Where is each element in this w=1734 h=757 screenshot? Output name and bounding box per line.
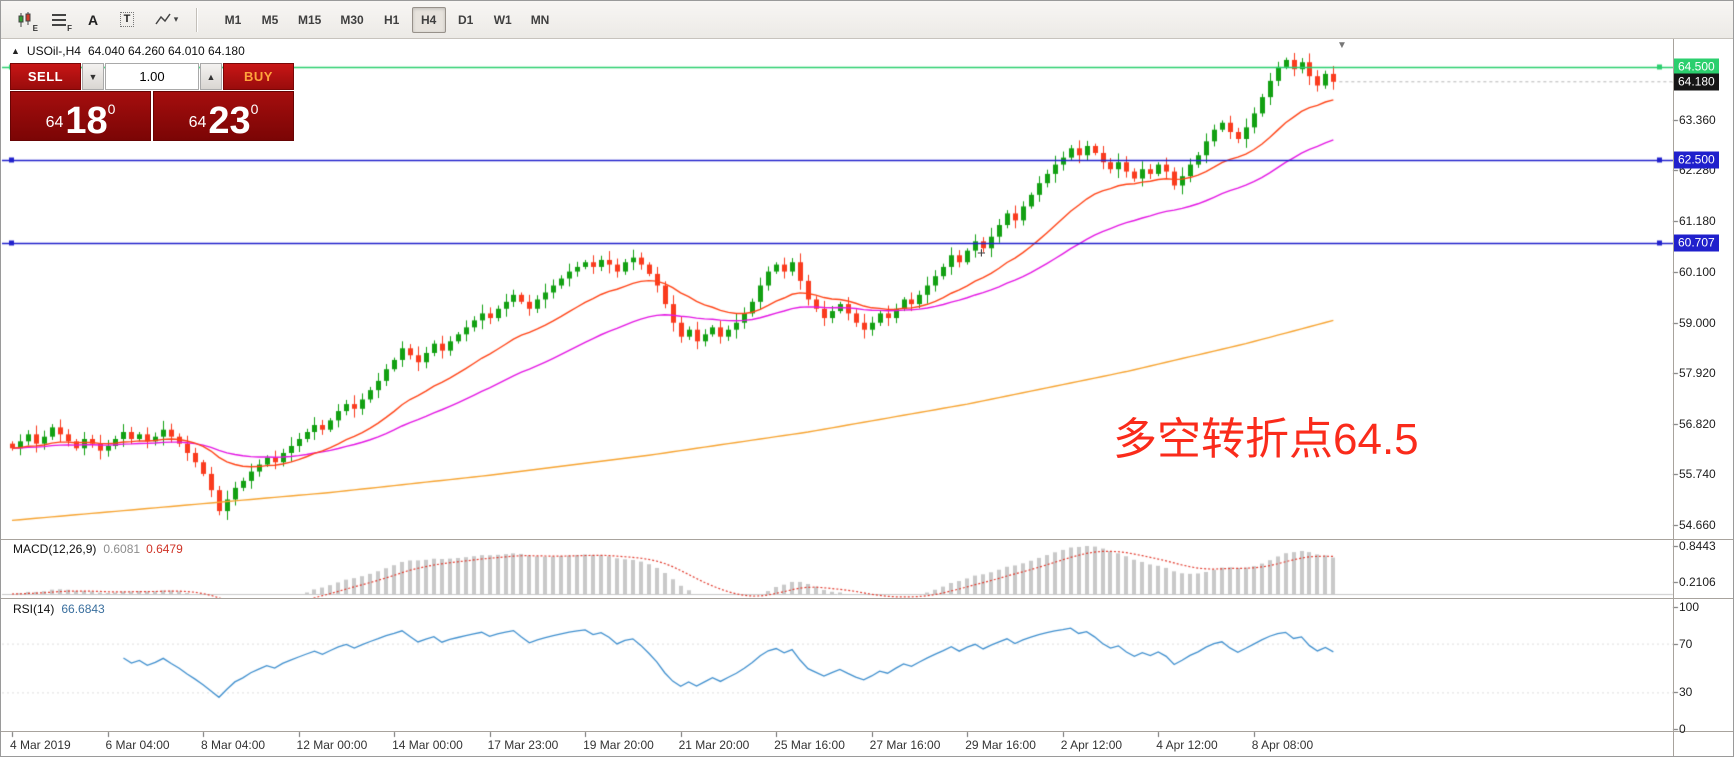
time-tick-label: 2 Apr 12:00 [1060, 738, 1123, 752]
time-tick-label: 25 Mar 16:00 [774, 738, 845, 752]
candlestick-chart-button[interactable]: E [9, 5, 41, 35]
text-tool-icon: A [87, 11, 99, 28]
line-studies-button[interactable]: ▾ [145, 5, 187, 35]
price-line-tag: 64.500 [1674, 58, 1719, 76]
macd-panel[interactable] [1, 540, 1673, 598]
candlestick-chart-icon [18, 11, 31, 27]
timeframe-button-d1[interactable]: D1 [458, 12, 474, 27]
rsi-name: RSI(14) [13, 602, 55, 616]
ohlc-values: 64.040 64.260 64.010 64.180 [87, 44, 245, 58]
tool-sub-label: E [32, 23, 38, 33]
panel-splitter-macd[interactable] [1, 539, 1733, 540]
volume-input[interactable] [105, 63, 199, 90]
buy-button[interactable]: BUY [223, 63, 294, 90]
text-tool-button[interactable]: A [77, 5, 109, 35]
price-line-tag: 64.180 [1674, 73, 1719, 91]
timeframe-button-m1[interactable]: M1 [224, 12, 242, 27]
price-tick-label: 61.180 [1679, 214, 1716, 229]
timeframe-button-group: M1 M5 M15 M30 H1 H4 D1 W1 MN [216, 6, 557, 33]
price-tick-label: 60.100 [1679, 264, 1716, 279]
price-tick-label: 59.000 [1679, 315, 1716, 330]
price-tick-label: 63.360 [1679, 112, 1716, 127]
macd-axis-label: 0.2106 [1679, 575, 1716, 590]
sell-price-sup: 0 [107, 101, 116, 117]
toolbar: E F A T ▾ M1 M5 M15 M30 H1 H4 D1 W1 MN [1, 1, 1733, 39]
price-axis[interactable]: 63.360 62.280 61.180 60.100 59.000 57.920 56.8… [1673, 39, 1733, 756]
text-label-tool-button[interactable]: T [111, 5, 143, 35]
buy-price-display[interactable]: 64 23 0 [153, 91, 294, 141]
symbol-info-line: ▲ USOil-,H4 64.040 64.260 64.010 64.180 [11, 44, 245, 58]
price-tick-label: 55.740 [1679, 467, 1716, 482]
macd-name: MACD(12,26,9) [13, 542, 97, 556]
timeframe-button-m5[interactable]: M5 [261, 12, 279, 27]
one-click-panel-toggle[interactable]: ▲ [11, 46, 20, 56]
time-tick-label: 4 Apr 12:00 [1156, 738, 1218, 752]
rsi-axis-label: 0 [1679, 722, 1686, 736]
rsi-axis-label: 100 [1679, 600, 1700, 614]
time-axis-border [1, 731, 1733, 732]
rsi-axis-label: 30 [1679, 685, 1693, 700]
rsi-panel[interactable] [1, 599, 1673, 731]
tool-sub-label: F [67, 23, 72, 33]
macd-value-main: 0.6081 [103, 542, 141, 556]
time-tick-label: 8 Apr 08:00 [1251, 738, 1314, 752]
timeframe-button-m15[interactable]: M15 [298, 12, 322, 27]
timeframe-button-m30[interactable]: M30 [340, 12, 364, 27]
rsi-value: 66.6843 [61, 602, 105, 616]
timeframe-button-h1[interactable]: H1 [384, 12, 400, 27]
symbol-period-label: USOil-,H4 [26, 44, 81, 58]
time-tick-label: 29 Mar 16:00 [965, 738, 1036, 752]
time-tick-label: 4 Mar 2019 [10, 738, 71, 752]
time-tick-label: 12 Mar 00:00 [296, 738, 368, 752]
price-line-tag: 62.500 [1674, 151, 1719, 169]
chart-text-annotation[interactable]: 多空转折点64.5 [1113, 415, 1419, 464]
trade-controls-row: SELL ▼ ▲ BUY [10, 63, 294, 90]
panel-splitter-rsi[interactable] [1, 598, 1733, 599]
time-tick-label: 27 Mar 16:00 [869, 738, 941, 752]
list-icon [52, 13, 66, 26]
price-line-tag: 60.707 [1674, 234, 1719, 252]
macd-label: MACD(12,26,9) 0.6081 0.6479 [13, 542, 183, 556]
time-tick-label: 19 Mar 20:00 [583, 738, 654, 752]
toolbar-separator [196, 7, 197, 32]
price-tick-label: 56.820 [1679, 417, 1716, 432]
time-tick-label: 8 Mar 04:00 [201, 738, 266, 752]
buy-price-prefix: 64 [188, 114, 207, 131]
time-tick-label: 14 Mar 00:00 [392, 738, 463, 752]
chart-shift-marker: ▼ [1337, 40, 1347, 51]
price-tick-label: 57.920 [1679, 365, 1716, 380]
sell-button[interactable]: SELL [10, 63, 81, 90]
crosshair-marker: + [977, 245, 986, 262]
text-label-tool-icon: T [119, 12, 135, 27]
price-axis-border [1673, 39, 1674, 756]
sell-price-prefix: 64 [45, 114, 64, 131]
objects-list-button[interactable]: F [43, 5, 75, 35]
timeframe-button-mn[interactable]: MN [530, 12, 550, 27]
buy-price-big: 23 [208, 99, 251, 142]
line-studies-icon [155, 13, 171, 24]
macd-value-signal: 0.6479 [146, 542, 183, 556]
volume-decrease-button[interactable]: ▼ [82, 63, 104, 90]
sell-price-display[interactable]: 64 18 0 [10, 91, 151, 141]
timeframe-button-w1[interactable]: W1 [493, 12, 512, 27]
price-tick-label: 54.660 [1679, 517, 1716, 532]
time-tick-label: 21 Mar 20:00 [678, 738, 750, 752]
volume-increase-button[interactable]: ▲ [200, 63, 222, 90]
time-tick-label: 6 Mar 04:00 [105, 738, 170, 752]
sell-price-big: 18 [65, 99, 108, 142]
rsi-label: RSI(14) 66.6843 [13, 602, 105, 616]
one-click-trading-panel: SELL ▼ ▲ BUY 64 18 0 64 23 0 [10, 63, 294, 141]
dropdown-caret-icon: ▾ [173, 14, 179, 24]
time-tick-label: 17 Mar 23:00 [487, 738, 559, 752]
trade-prices-row: 64 18 0 64 23 0 [10, 91, 294, 141]
rsi-axis-label: 70 [1679, 636, 1693, 651]
buy-price-sup: 0 [250, 101, 259, 117]
macd-axis-label: 0.8443 [1679, 539, 1716, 553]
time-axis[interactable]: 4 Mar 2019 6 Mar 04:00 8 Mar 04:00 12 Mar 0… [1, 732, 1733, 756]
timeframe-button-h4[interactable]: H4 [411, 6, 446, 33]
